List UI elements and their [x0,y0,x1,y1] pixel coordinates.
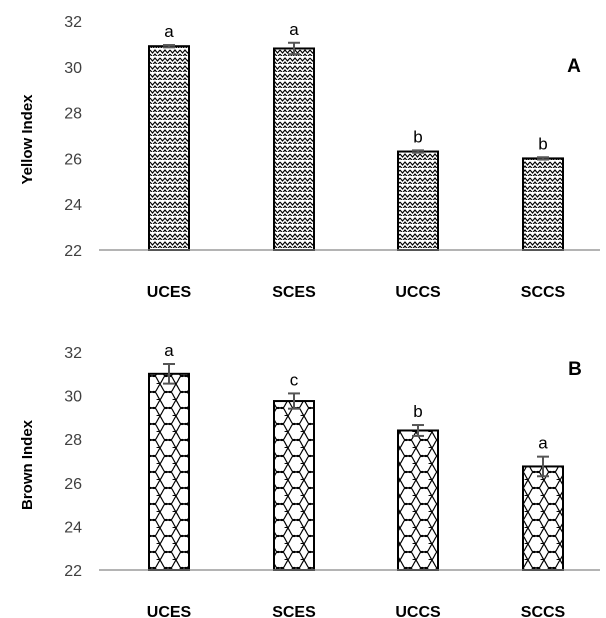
error-bar [288,41,300,56]
bar [522,157,564,251]
y-tick-label: 26 [64,476,82,493]
x-tick-label: UCES [147,604,192,618]
data-labels: a c b a [164,341,548,453]
y-axis-label: Brown Index [19,419,36,510]
error-bar [163,44,175,49]
y-tick-label: 30 [64,60,82,77]
x-tick-label: UCES [147,284,192,301]
error-bars [163,41,549,161]
x-tick-label: SCES [272,284,316,301]
y-tick-label: 30 [64,389,82,406]
x-tick-label: UCCS [395,284,441,301]
y-tick-label: 32 [64,345,82,362]
x-tick-labels: UCES SCES UCCS SCCS [147,604,566,618]
data-label: b [413,402,422,421]
error-bar [412,424,424,437]
x-tick-label: SCCS [521,284,566,301]
data-label: c [290,370,299,389]
y-tick-label: 32 [64,14,82,31]
y-tick-label: 22 [64,563,82,580]
bar [148,372,190,571]
error-bar [537,455,549,478]
error-bar [288,392,300,410]
bar [397,150,439,251]
data-label: b [413,127,422,146]
panel-label: A [567,56,581,77]
chart-panel-b: 22 24 26 28 30 32 Brown Index Ba c b a UCES SCES UCCS… [19,341,600,618]
x-tick-label: UCCS [395,604,441,618]
data-label: a [538,434,548,453]
y-tick-label: 26 [64,151,82,168]
error-bar [163,362,175,385]
error-bar [412,149,424,154]
y-axis-label: Yellow Index [19,94,36,185]
bar [273,400,315,571]
error-bar [537,156,549,161]
y-tick-labels: 22 24 26 28 30 32 [64,14,82,260]
x-tick-label: SCCS [521,604,566,618]
x-tick-labels: UCES SCES UCCS SCCS [147,284,566,301]
x-tick-label: SCES [272,604,316,618]
data-label: a [164,22,174,41]
bar [148,45,190,251]
data-label: a [289,20,299,39]
y-tick-label: 22 [64,243,82,260]
data-label: b [538,134,547,153]
bars [148,45,564,252]
data-labels: a a b b [164,20,547,154]
y-tick-label: 24 [64,519,82,536]
panel-label: B [568,359,582,380]
y-tick-label: 28 [64,106,82,123]
y-tick-label: 28 [64,432,82,449]
error-bars [163,362,549,478]
y-tick-labels: 22 24 26 28 30 32 [64,345,82,580]
chart-panel-a: 22 24 26 28 30 32 Yellow Index Aa a b b UCES SCES UCC… [19,14,600,301]
data-label: a [164,341,174,360]
bar [273,47,315,252]
y-tick-label: 24 [64,197,82,214]
bar [522,465,564,572]
bar [397,429,439,572]
bars [148,372,564,572]
